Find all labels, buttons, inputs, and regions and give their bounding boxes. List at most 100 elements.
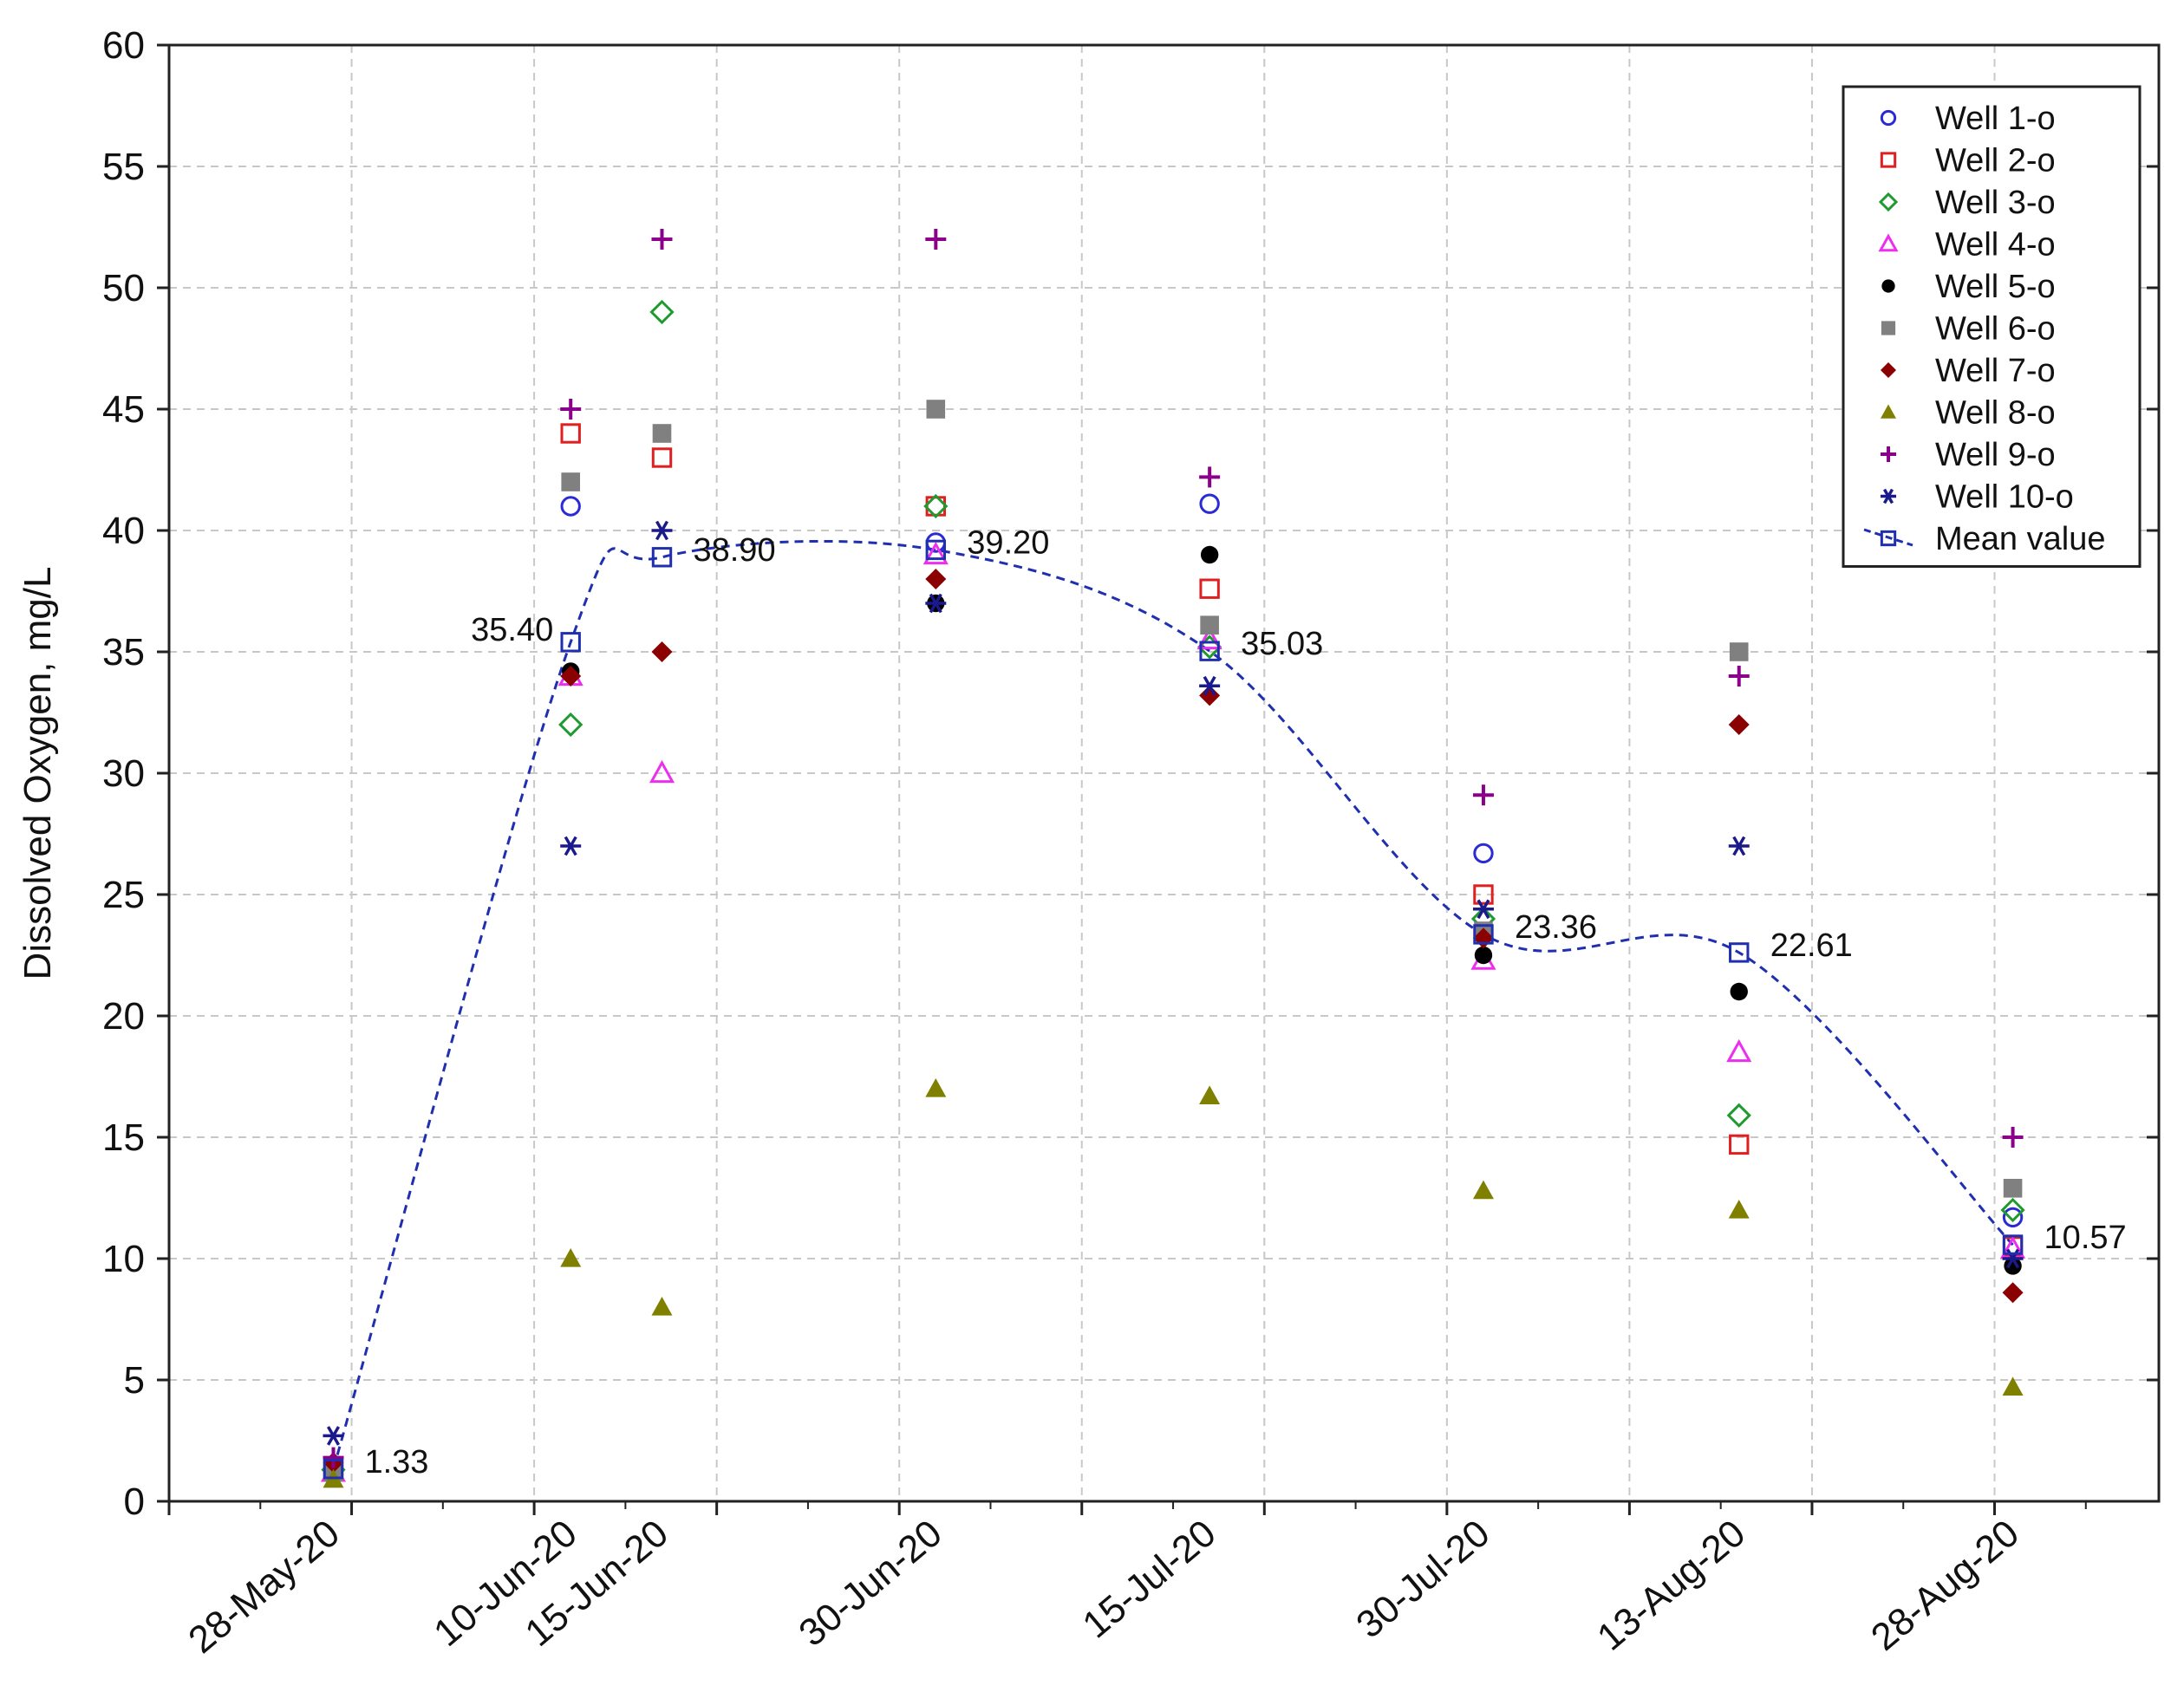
marker-shape	[1881, 279, 1895, 293]
marker-shape	[1728, 1200, 1750, 1219]
y-tick-label: 35	[102, 631, 145, 674]
marker-shape	[1199, 685, 1221, 706]
annotations: 1.33 35.40 38.90 39.20 35.03 23.36 22.61 10.57	[364, 524, 2126, 1480]
marker-shape	[561, 472, 581, 491]
legend-marker	[1880, 152, 1897, 168]
point-well-1-o	[2002, 1207, 2024, 1228]
mean-value-annotation: 39.20	[967, 524, 1049, 561]
legend-label: Well 5-o	[1935, 269, 2056, 305]
marker-shape	[649, 759, 675, 784]
marker-shape	[564, 836, 577, 856]
marker-shape	[1473, 843, 1494, 864]
point-well-8-o	[1472, 1180, 1494, 1200]
legend-marker	[1880, 530, 1897, 547]
point-well-6-o	[1729, 642, 1749, 661]
point-well-2-o	[651, 447, 673, 468]
point-well-10-o	[1472, 899, 1494, 920]
point-well-8-o	[2002, 1376, 2024, 1396]
marker-shape	[649, 299, 675, 325]
y-tick-label: 25	[102, 874, 145, 916]
legend-marker	[1878, 233, 1899, 252]
legend-label: Well 3-o	[1935, 185, 2056, 221]
marker-shape	[2002, 1234, 2024, 1255]
marker-shape	[560, 496, 581, 517]
y-tick-label: 5	[124, 1359, 145, 1402]
y-tick-label: 10	[102, 1238, 145, 1280]
legend-marker	[1881, 321, 1896, 335]
point-well-5-o	[1730, 982, 1748, 1001]
legend-marker	[1881, 488, 1896, 504]
point-well-9-o	[1199, 466, 1221, 488]
marker-shape	[2003, 1179, 2023, 1198]
point-well-6-o	[1200, 615, 1219, 634]
marker-shape	[2002, 1207, 2024, 1228]
marker-shape	[1881, 362, 1896, 378]
marker-shape	[1474, 946, 1493, 965]
data-points	[320, 229, 2026, 1488]
marker-shape	[1199, 578, 1220, 599]
marker-shape	[2000, 1197, 2025, 1223]
point-well-9-o	[1472, 784, 1494, 806]
point-well-4-o	[1196, 626, 1222, 650]
point-mean-value	[925, 539, 947, 561]
marker-shape	[925, 569, 947, 589]
point-mean-value	[1729, 942, 1750, 963]
marker-shape	[1196, 626, 1222, 650]
mean-value-annotation: 23.36	[1515, 909, 1597, 946]
y-tick-label: 0	[124, 1480, 145, 1523]
marker-shape	[1728, 714, 1750, 735]
point-well-8-o	[1199, 1085, 1221, 1104]
point-well-3-o	[558, 712, 583, 738]
marker-shape	[929, 593, 942, 614]
marker-shape	[1878, 233, 1899, 252]
mean-value-annotation: 35.03	[1241, 626, 1323, 662]
marker-shape	[2004, 1257, 2022, 1275]
marker-shape	[1880, 152, 1897, 168]
legend-marker	[1878, 192, 1899, 212]
point-well-4-o	[649, 759, 675, 784]
mean-value-annotation: 38.90	[693, 532, 775, 569]
mean-value-annotation: 10.57	[2044, 1220, 2127, 1256]
point-well-10-o	[651, 520, 673, 541]
point-well-10-o	[1199, 675, 1221, 696]
marker-shape	[1729, 1134, 1750, 1155]
legend-marker	[1881, 279, 1895, 293]
point-well-6-o	[2003, 1179, 2023, 1198]
legend-label: Well 10-o	[1935, 479, 2074, 516]
point-well-8-o	[1728, 1200, 1750, 1219]
marker-shape	[1200, 545, 1219, 564]
marker-shape	[651, 447, 673, 468]
y-tick-label: 15	[102, 1116, 145, 1159]
marker-shape	[1726, 1103, 1751, 1128]
point-well-2-o	[1473, 884, 1494, 905]
marker-shape	[651, 1297, 673, 1316]
point-well-6-o	[561, 472, 581, 491]
point-well-9-o	[1728, 666, 1750, 687]
marker-shape	[1203, 675, 1216, 696]
marker-shape	[326, 1426, 341, 1446]
marker-shape	[1878, 192, 1899, 212]
mean-value-annotation: 35.40	[471, 612, 553, 648]
legend-label: Well 1-o	[1935, 101, 2056, 137]
legend-label: Well 6-o	[1935, 311, 2056, 348]
marker-shape	[652, 424, 672, 443]
point-well-3-o	[1726, 1103, 1751, 1128]
marker-shape	[651, 641, 673, 662]
marker-shape	[2002, 1282, 2024, 1304]
marker-shape	[1729, 942, 1750, 963]
y-tick-label: 40	[102, 510, 145, 552]
point-well-10-o	[1728, 836, 1750, 856]
marker-shape	[558, 712, 583, 738]
point-well-9-o	[560, 399, 582, 420]
marker-shape	[925, 539, 947, 561]
y-tick-label: 20	[102, 995, 145, 1038]
point-mean-value	[323, 1459, 344, 1480]
point-well-10-o	[323, 1426, 344, 1446]
legend-label: Well 8-o	[1935, 395, 2056, 432]
marker-shape	[1199, 641, 1220, 661]
mean-value-annotation: 1.33	[364, 1444, 428, 1480]
marker-shape	[1726, 1038, 1752, 1063]
point-mean-value	[651, 547, 673, 568]
y-tick-label: 50	[102, 267, 145, 309]
